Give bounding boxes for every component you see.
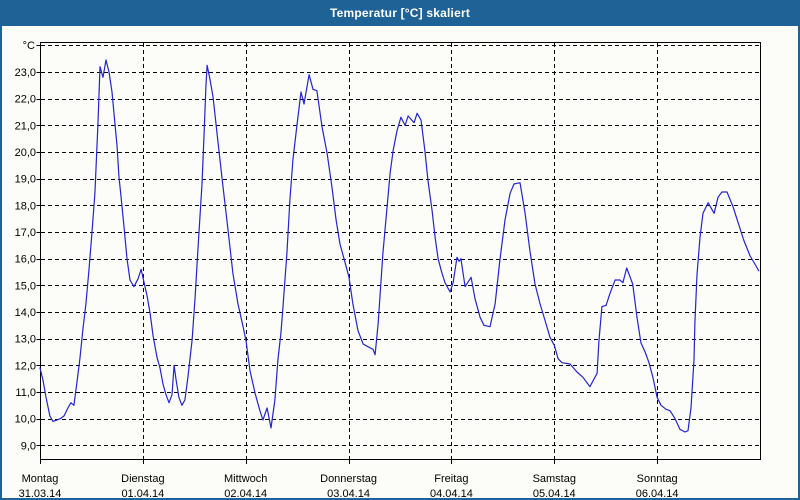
- y-axis-tick-label: 19,0: [15, 174, 36, 186]
- y-axis-tick-label: 13,0: [15, 334, 36, 346]
- x-axis-date-label: 03.04.14: [327, 488, 370, 500]
- y-axis-tick-label: 18,0: [15, 200, 36, 212]
- x-axis-day-label: Samstag: [533, 473, 576, 485]
- y-axis-tick-label: 11,0: [15, 387, 36, 399]
- x-axis-date-label: 31.03.14: [19, 488, 62, 500]
- y-axis-tick-label: 10,0: [15, 414, 36, 426]
- y-axis-tick-label: 21,0: [15, 120, 36, 132]
- y-axis-tick-label: 20,0: [15, 147, 36, 159]
- x-axis-date-label: 04.04.14: [430, 488, 473, 500]
- y-axis-tick-label: 9,0: [21, 440, 36, 452]
- y-axis-tick-label: 15,0: [15, 280, 36, 292]
- y-axis-tick-label: 14,0: [15, 307, 36, 319]
- x-axis-date-label: 01.04.14: [121, 488, 164, 500]
- x-axis-day-label: Mittwoch: [224, 473, 267, 485]
- x-axis-date-label: 02.04.14: [224, 488, 267, 500]
- x-axis-date-label: 05.04.14: [533, 488, 576, 500]
- y-axis-tick-label: 23,0: [15, 67, 36, 79]
- window-title-bar: Temperatur [°C] skaliert: [2, 0, 798, 26]
- x-axis-day-label: Dienstag: [121, 473, 164, 485]
- x-axis-day-label: Sonntag: [637, 473, 678, 485]
- x-axis-day-label: Donnerstag: [320, 473, 377, 485]
- plot-border: [40, 42, 761, 460]
- y-axis-tick-label: 12,0: [15, 360, 36, 372]
- temperature-line: [39, 59, 760, 433]
- x-axis-date-label: 06.04.14: [636, 488, 679, 500]
- y-axis-tick-label: 17,0: [15, 227, 36, 239]
- y-axis-unit-label: °C: [23, 40, 35, 52]
- x-axis-day-label: Freitag: [434, 473, 468, 485]
- x-axis-day-label: Montag: [22, 473, 59, 485]
- window-title: Temperatur [°C] skaliert: [329, 6, 471, 20]
- y-axis-tick-label: 16,0: [15, 254, 36, 266]
- y-axis-tick-label: 22,0: [15, 94, 36, 106]
